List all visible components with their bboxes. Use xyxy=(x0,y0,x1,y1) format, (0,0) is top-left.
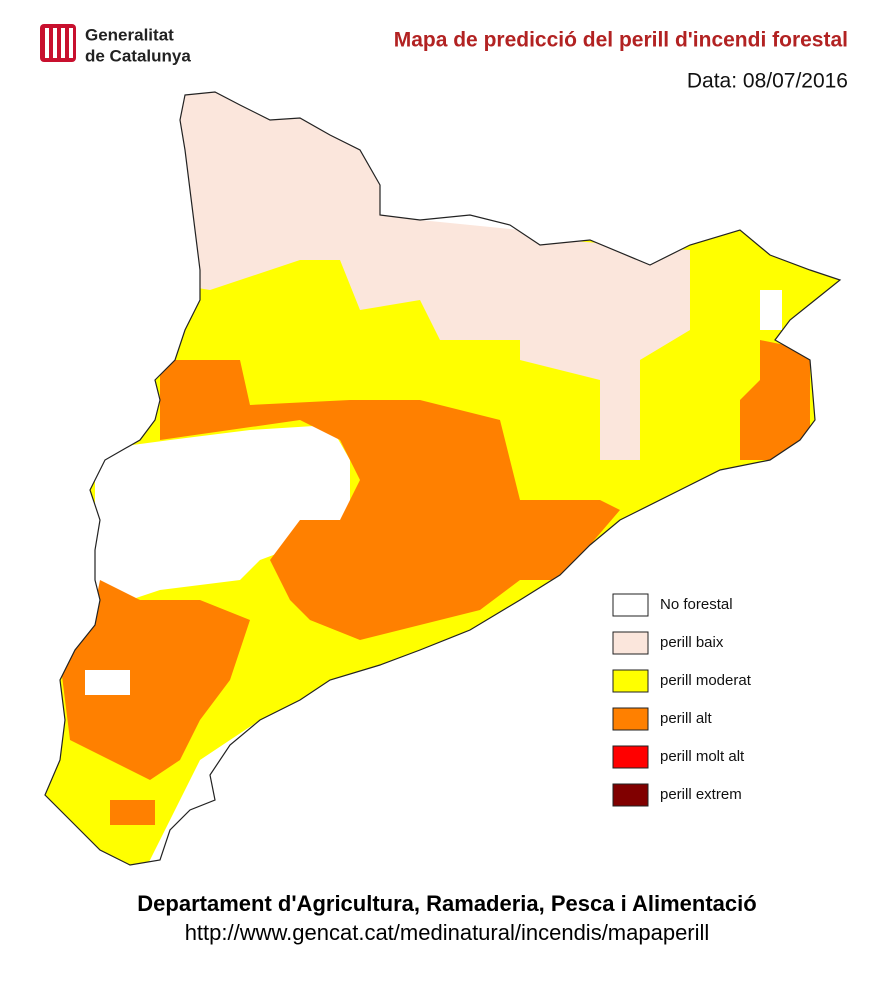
legend-label: perill baix xyxy=(660,634,724,651)
map xyxy=(45,92,840,865)
zone xyxy=(160,360,620,640)
legend-swatch xyxy=(612,783,649,807)
zone xyxy=(740,340,810,460)
zone xyxy=(150,92,690,460)
legend-label: perill alt xyxy=(660,710,713,727)
zone xyxy=(760,290,782,330)
legend-label: No forestal xyxy=(660,596,733,613)
legend-swatch xyxy=(612,631,649,655)
legend-swatch xyxy=(612,669,649,693)
legend-label: perill moderat xyxy=(660,672,752,689)
zone xyxy=(85,670,130,695)
logo xyxy=(40,24,76,62)
zone xyxy=(95,425,350,600)
legend-swatch xyxy=(612,707,649,731)
legend-label: perill molt alt xyxy=(660,748,745,765)
map-date: Data: 08/07/2016 xyxy=(687,70,848,93)
legend-swatch xyxy=(612,593,649,617)
zone xyxy=(60,580,250,780)
legend-label: perill extrem xyxy=(660,786,742,803)
footer-department: Departament d'Agricultura, Ramaderia, Pe… xyxy=(137,891,756,916)
map-title: Mapa de predicció del perill d'incendi f… xyxy=(394,29,848,52)
legend: No forestal perill baix perill moderat peri… xyxy=(612,593,752,807)
logo-text: de Catalunya xyxy=(85,46,191,65)
legend-swatch xyxy=(612,745,649,769)
footer-url: http://www.gencat.cat/medinatural/incend… xyxy=(185,920,710,945)
logo-text: Generalitat xyxy=(85,25,174,44)
zone xyxy=(110,800,155,825)
